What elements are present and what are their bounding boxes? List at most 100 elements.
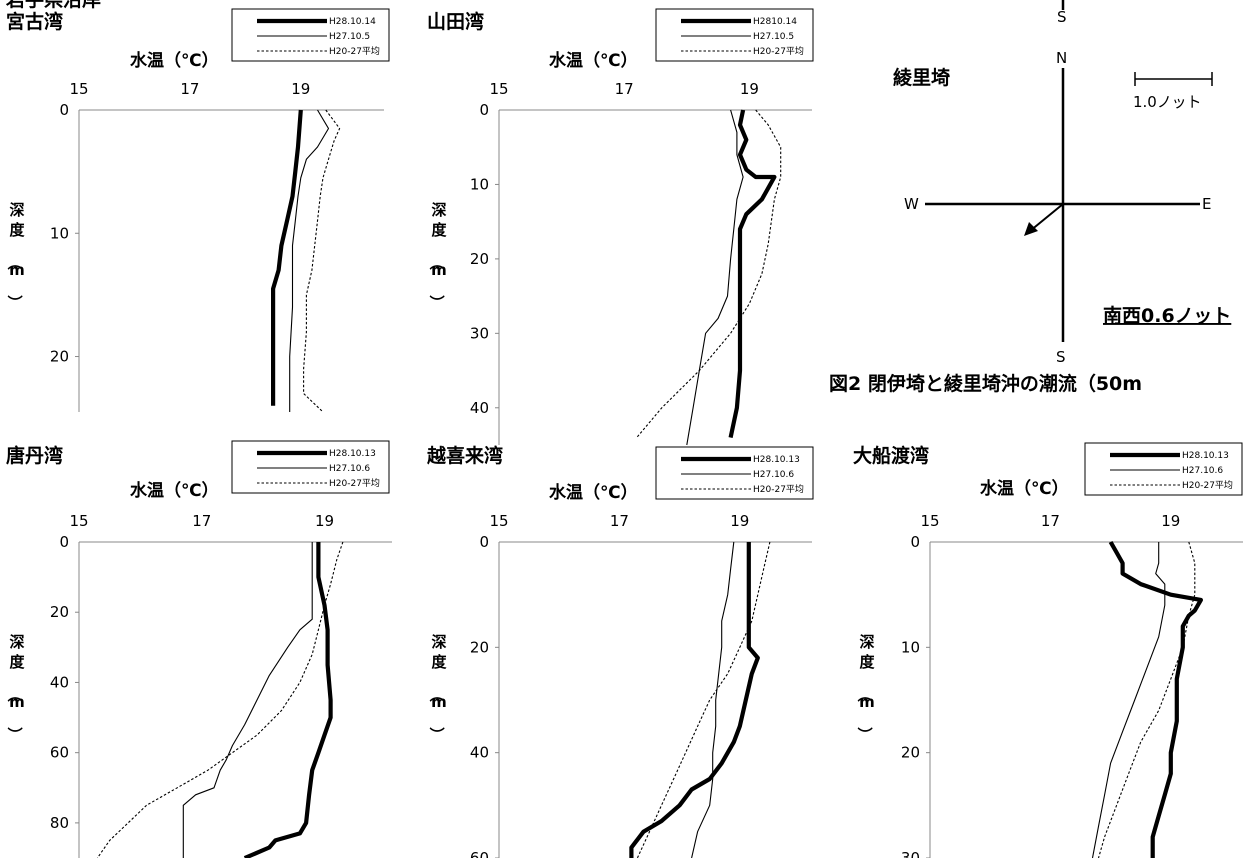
legend-entry: H28.10.13	[329, 449, 376, 459]
legend: H28.10.13 H27.10.6 H20-27平均	[655, 446, 814, 500]
y-tick-label: 0	[479, 101, 489, 119]
x-tick-label: 19	[315, 512, 334, 530]
series-line-thin	[289, 109, 330, 412]
series-line-dotted	[96, 541, 344, 858]
x-tick-label: 19	[730, 512, 749, 530]
series-line-thin	[182, 542, 313, 858]
series-line-dotted	[636, 109, 782, 438]
legend: H28.10.13 H27.10.6 H20-27平均	[1084, 442, 1243, 496]
x-tick-label: 15	[69, 80, 88, 98]
y-axis-label: 深度（m）	[5, 633, 25, 742]
y-tick-label: 60	[470, 849, 489, 858]
y-tick-label: 20	[470, 250, 489, 268]
series-line-thick	[728, 109, 777, 439]
legend: H28.10.13 H27.10.6 H20-27平均	[231, 440, 390, 494]
current-arrow	[1029, 203, 1064, 232]
legend-entry: H20-27平均	[1182, 479, 1233, 491]
compass-west: W	[904, 195, 919, 213]
y-axis-label: 深度（m）	[427, 633, 447, 742]
current-label: 南西0.6ノット	[1103, 305, 1231, 327]
legend: H28.10.14 H27.10.5 H20-27平均	[231, 8, 390, 62]
scale-label: 1.0ノット	[1133, 93, 1202, 111]
y-tick-label: 0	[59, 101, 69, 119]
chart-title: 宮古湾	[6, 10, 63, 33]
legend-box	[231, 440, 390, 494]
y-axis-label: 深度（m）	[427, 201, 447, 310]
y-axis-label: 深度（m）	[855, 633, 875, 742]
series-line-thin	[686, 109, 744, 446]
y-tick-label: 20	[50, 603, 69, 621]
series-line-thin	[1091, 542, 1166, 858]
y-tick-label: 40	[50, 673, 69, 691]
series-line-thick	[243, 542, 333, 858]
chart-title: 唐丹湾	[6, 444, 63, 467]
y-tick-label: 30	[901, 849, 920, 858]
series-line-thin	[691, 541, 735, 858]
y-tick-label: 20	[901, 744, 920, 762]
site-name: 綾里埼	[893, 66, 950, 89]
x-tick-label: 15	[920, 512, 939, 530]
x-axis-label: 水温（℃）	[980, 478, 1069, 499]
x-tick-label: 17	[615, 80, 634, 98]
legend-entry: H2810.14	[753, 17, 797, 27]
legend-box	[1084, 442, 1243, 496]
x-axis-label: 水温（℃）	[549, 482, 638, 503]
y-tick-label: 60	[50, 744, 69, 762]
legend: H2810.14 H27.10.5 H20-27平均	[655, 8, 814, 62]
series-line-dotted	[636, 541, 771, 858]
x-axis-label: 水温（℃）	[130, 480, 219, 501]
x-tick-label: 19	[1161, 512, 1180, 530]
legend-entry: H28.10.14	[329, 17, 376, 27]
x-tick-label: 17	[610, 512, 629, 530]
chart-title: 大船渡湾	[853, 444, 929, 467]
x-tick-label: 19	[291, 80, 310, 98]
y-tick-label: 0	[59, 533, 69, 551]
legend-entry: H27.10.6	[753, 470, 794, 480]
x-tick-label: 15	[489, 80, 508, 98]
y-tick-label: 10	[50, 224, 69, 242]
legend-box	[655, 8, 814, 62]
y-tick-label: 20	[470, 638, 489, 656]
y-tick-label: 30	[470, 324, 489, 342]
legend-entry: H20-27平均	[329, 477, 380, 489]
legend-entry: H27.10.6	[329, 464, 370, 474]
legend-box	[655, 446, 814, 500]
legend-entry: H27.10.5	[753, 32, 794, 42]
compass-east: E	[1202, 195, 1211, 213]
page-header-fragment: 岩手県沿岸	[5, 0, 101, 11]
y-tick-label: 20	[50, 348, 69, 366]
chart-title: 山田湾	[427, 10, 484, 33]
y-tick-label: 10	[901, 638, 920, 656]
y-tick-label: 40	[470, 399, 489, 417]
series-line-dotted	[1097, 541, 1196, 858]
x-tick-label: 17	[192, 512, 211, 530]
y-tick-label: 10	[470, 175, 489, 193]
y-tick-label: 80	[50, 814, 69, 832]
legend-entry: H28.10.13	[753, 455, 800, 465]
x-tick-label: 17	[1041, 512, 1060, 530]
figure2-panel: S N S W E 綾里埼 1.0ノット 南西0.6ノット 図2 閉伊埼と綾里埼…	[829, 0, 1231, 395]
x-axis-label: 水温（℃）	[130, 50, 219, 71]
x-tick-label: 15	[69, 512, 88, 530]
series-line-dotted	[303, 109, 341, 413]
y-tick-label: 0	[910, 533, 920, 551]
legend-entry: H20-27平均	[753, 483, 804, 495]
x-tick-label: 17	[180, 80, 199, 98]
series-line-thick	[629, 542, 760, 858]
figure2-caption: 図2 閉伊埼と綾里埼沖の潮流（50m	[829, 372, 1142, 395]
current-arrow-head	[1024, 222, 1038, 236]
x-axis-label: 水温（℃）	[549, 50, 638, 71]
series-line-thick	[1108, 540, 1203, 858]
legend-entry: H28.10.13	[1182, 451, 1229, 461]
legend-entry: H27.10.6	[1182, 466, 1223, 476]
series-line-thick	[271, 109, 303, 406]
y-tick-label: 0	[479, 533, 489, 551]
legend-box	[231, 8, 390, 62]
